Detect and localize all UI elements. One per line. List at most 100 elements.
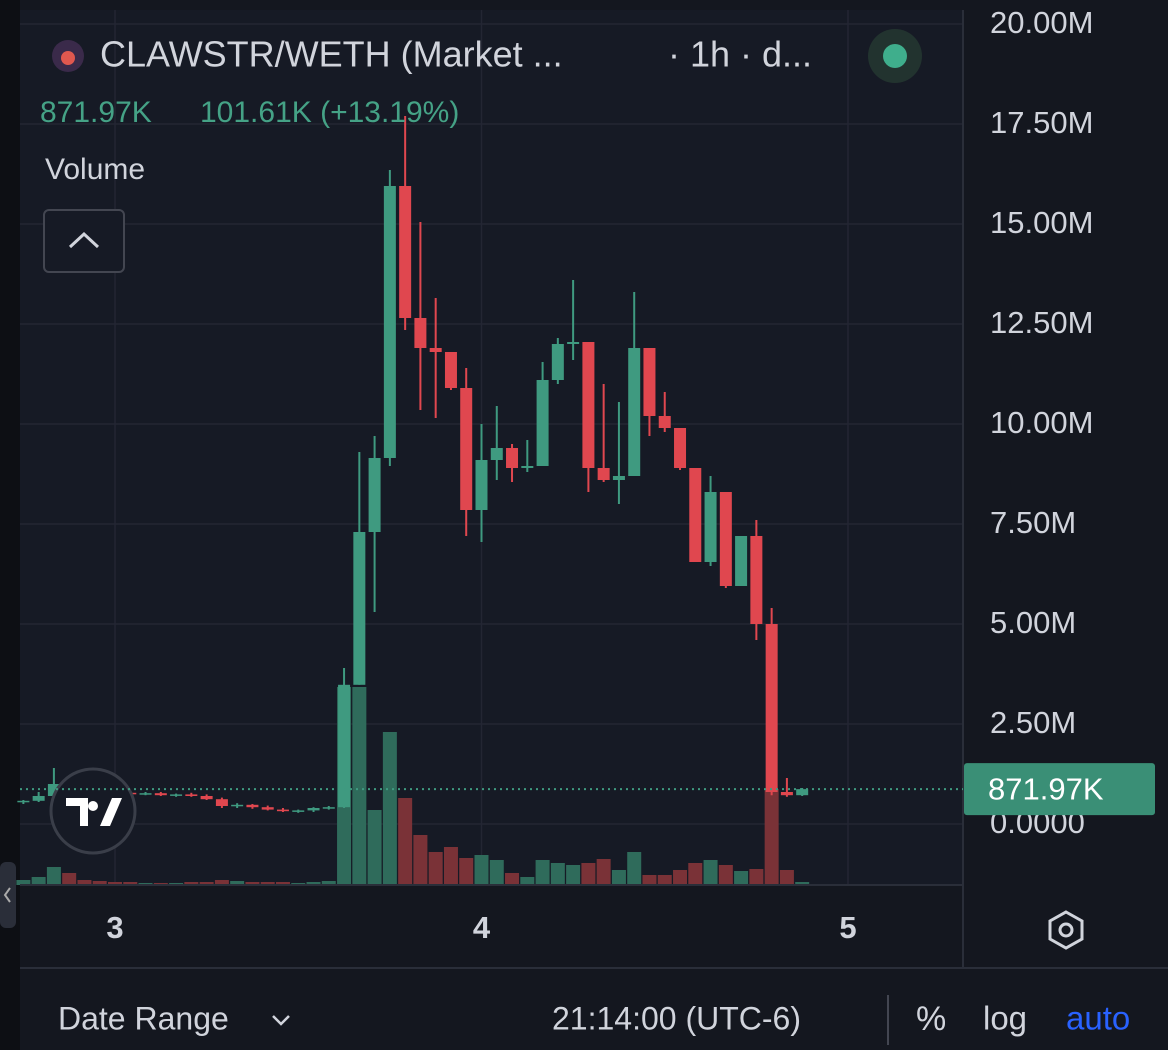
- candle-body: [567, 342, 580, 344]
- volume-bar: [734, 871, 749, 885]
- candle-body: [689, 468, 702, 562]
- volume-layer: [16, 687, 810, 885]
- candle-body: [643, 348, 656, 416]
- volume-bar: [214, 880, 229, 885]
- volume-bar: [382, 732, 397, 885]
- volume-bar: [306, 882, 321, 885]
- candle-layer: [17, 116, 809, 813]
- candle-body: [490, 448, 503, 460]
- candle-body: [261, 807, 274, 810]
- volume-bar: [443, 847, 458, 885]
- tv-logo-dot: [88, 801, 98, 811]
- header-price: 871.97K: [40, 96, 152, 129]
- percent-toggle[interactable]: %: [916, 1000, 946, 1038]
- candle-body: [200, 796, 213, 800]
- candle-body: [674, 428, 687, 468]
- symbol-title: CLAWSTR/WETH (Market ...: [100, 34, 563, 75]
- candle-body: [246, 804, 259, 808]
- volume-bar: [31, 877, 46, 885]
- volume-bar: [230, 881, 245, 885]
- x-tick-label: 3: [106, 910, 123, 945]
- candle-body: [429, 348, 442, 352]
- last-price-label: 871.97K: [988, 771, 1104, 806]
- candle-body: [32, 796, 45, 801]
- volume-bar: [505, 873, 520, 885]
- volume-bar: [46, 867, 61, 885]
- token-logo-crab: [61, 51, 75, 65]
- candle-body: [322, 807, 335, 809]
- volume-bar: [550, 863, 565, 885]
- volume-bar: [673, 870, 688, 885]
- candle-body: [353, 532, 366, 685]
- last-price-tag: [964, 763, 1155, 816]
- candle-body: [185, 794, 198, 796]
- volume-bar: [718, 865, 733, 885]
- collapse-icon: [3, 887, 11, 903]
- volume-bar: [535, 860, 550, 885]
- candle-body: [597, 468, 610, 480]
- volume-bar: [474, 855, 489, 885]
- candle-body: [154, 793, 167, 796]
- candle-body: [139, 793, 152, 795]
- volume-bar: [62, 873, 77, 885]
- candle-body: [338, 684, 351, 808]
- log-toggle[interactable]: log: [983, 1000, 1027, 1037]
- volume-bar: [627, 852, 642, 885]
- y-tick-label: 12.50M: [990, 305, 1093, 340]
- candle-body: [17, 800, 30, 803]
- plot-area: [20, 10, 963, 885]
- y-tick-label: 5.00M: [990, 605, 1076, 640]
- volume-bar: [764, 789, 779, 885]
- y-tick-label: 10.00M: [990, 405, 1093, 440]
- candle-body: [292, 810, 305, 812]
- candle-body: [307, 808, 320, 811]
- candle-body: [765, 624, 778, 792]
- volume-bar: [489, 860, 504, 885]
- volume-bar: [428, 852, 443, 885]
- volume-bar: [581, 863, 596, 885]
- volume-bar: [566, 865, 581, 885]
- y-tick-label: 15.00M: [990, 205, 1093, 240]
- y-tick-label: 2.50M: [990, 705, 1076, 740]
- volume-bar: [795, 882, 810, 885]
- interval: · 1h · d...: [668, 34, 812, 75]
- volume-bar: [184, 882, 199, 885]
- candle-body: [276, 809, 289, 812]
- volume-bar: [321, 881, 336, 885]
- candle-body: [750, 536, 763, 624]
- volume-bar: [749, 869, 764, 885]
- candle-body: [780, 792, 793, 796]
- candle-body: [215, 799, 228, 806]
- volume-bar: [275, 882, 290, 885]
- y-tick-label: 20.00M: [990, 5, 1093, 40]
- clock: 21:14:00 (UTC-6): [552, 1000, 801, 1036]
- candle-body: [506, 448, 519, 468]
- date-range[interactable]: Date Range: [58, 1000, 229, 1036]
- volume-bar: [260, 882, 275, 885]
- candle-body: [551, 344, 564, 380]
- date-range-chevron: [272, 1015, 290, 1026]
- candle-body: [796, 789, 809, 796]
- grid: [20, 10, 963, 885]
- candle-body: [628, 348, 641, 476]
- volume-bar: [199, 882, 214, 885]
- auto-toggle[interactable]: auto: [1066, 1000, 1130, 1037]
- candle-body: [368, 458, 381, 532]
- candle-body: [170, 794, 183, 796]
- candle-body: [475, 460, 488, 510]
- candle-body: [658, 416, 671, 428]
- header-change: 101.61K (+13.19%): [200, 96, 459, 129]
- candle-body: [704, 492, 717, 562]
- candle-body: [536, 380, 549, 466]
- collapse-tab[interactable]: [0, 862, 16, 928]
- candle-body: [735, 536, 748, 586]
- x-tick-label: 5: [839, 910, 856, 945]
- volume-bar: [459, 858, 474, 885]
- volume-bar: [107, 882, 122, 885]
- volume-bar: [352, 687, 367, 885]
- volume-bar: [16, 880, 31, 885]
- candle-body: [444, 352, 457, 388]
- collapse-button[interactable]: [43, 209, 125, 273]
- settings-icon[interactable]: [1048, 910, 1084, 950]
